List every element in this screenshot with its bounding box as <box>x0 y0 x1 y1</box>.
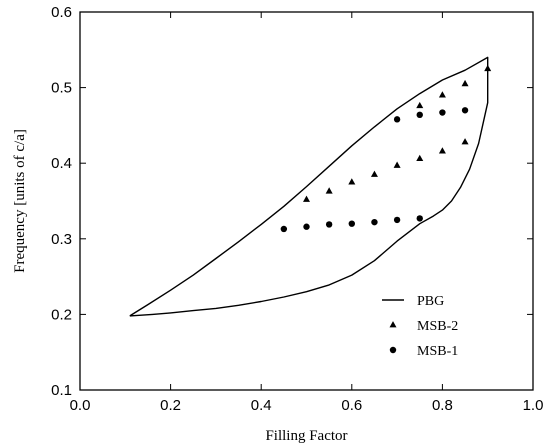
x-tick-label: 0.8 <box>432 397 453 414</box>
legend-pbg-label: PBG <box>417 294 444 309</box>
series-msb-1-point <box>416 215 423 222</box>
x-tick-label: 0.0 <box>70 397 91 414</box>
y-tick-label: 0.6 <box>51 4 72 21</box>
series-msb-2-point <box>303 195 310 202</box>
legend-msb-1-label: MSB-1 <box>417 344 458 359</box>
series-msb-1-point <box>461 107 469 114</box>
y-tick-label: 0.2 <box>51 306 72 323</box>
series-msb-1-point <box>416 111 423 119</box>
series-msb-1-point <box>439 109 446 116</box>
series-msb-2-point <box>484 64 492 72</box>
legend-msb-1-swatch <box>389 346 397 354</box>
x-axis-title: Filling Factor <box>265 428 347 444</box>
series-msb-1-point <box>393 116 401 123</box>
series-msb-2-point <box>416 154 424 162</box>
series-msb-1-point <box>393 216 401 224</box>
plot-frame <box>79 11 534 391</box>
series-msb-1-point <box>371 218 378 226</box>
legend-msb-2-label: MSB-2 <box>417 319 458 334</box>
series-msb-2-point <box>461 138 469 145</box>
series-pbg-line <box>129 56 489 317</box>
y-tick-label: 0.1 <box>51 382 72 399</box>
series-msb-2-point <box>438 147 446 154</box>
y-tick-label: 0.4 <box>51 155 72 172</box>
series-msb-2-point <box>461 79 469 87</box>
x-tick-label: 1.0 <box>523 397 544 414</box>
series-msb-1-point <box>348 220 355 227</box>
x-tick-label: 0.4 <box>251 397 272 414</box>
series-msb-2-point <box>438 91 446 98</box>
series-msb-2-point <box>348 178 356 185</box>
series-msb-2-point <box>370 170 378 177</box>
series-msb-2-point <box>325 187 333 194</box>
y-tick-label: 0.5 <box>51 80 72 97</box>
series-msb-1-point <box>325 221 333 228</box>
series-msb-1-point <box>280 225 288 233</box>
series-msb-2-point <box>393 161 401 168</box>
series-msb-1-point <box>303 223 310 230</box>
y-tick-label: 0.3 <box>51 231 72 248</box>
series-msb-2-point <box>416 101 424 109</box>
x-tick-label: 0.6 <box>341 397 362 414</box>
x-tick-label: 0.2 <box>160 397 181 414</box>
y-axis-title: Frequency [units of c/a] <box>12 129 28 273</box>
legend-msb-2-swatch <box>389 321 397 328</box>
